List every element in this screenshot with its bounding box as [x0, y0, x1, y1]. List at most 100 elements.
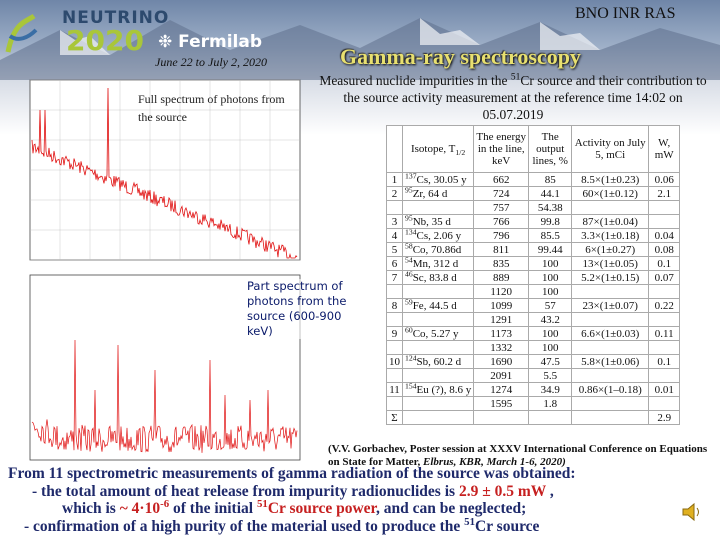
- energy-cell: [473, 410, 530, 425]
- conference-dates: June 22 to July 2, 2020: [155, 55, 267, 69]
- mass-number: 58: [405, 240, 413, 250]
- isotope-cell: [401, 410, 475, 425]
- number-cell: [386, 396, 403, 411]
- number-cell: [386, 312, 403, 327]
- isotope-cell: [401, 396, 475, 411]
- activity-cell: 13×(1±0.05): [571, 256, 650, 271]
- superscript: 51: [510, 72, 521, 83]
- w-cell: [648, 396, 681, 411]
- table-row: 1291 43.2: [386, 312, 681, 327]
- logo-mark: [5, 13, 38, 53]
- isotope-cell: 124Sb, 60.2 d: [401, 353, 475, 369]
- activity-cell: [571, 368, 650, 383]
- mass-number: 54: [405, 254, 413, 264]
- number-cell: 11: [386, 382, 403, 397]
- energy-cell: 766: [473, 214, 530, 229]
- isotope-cell: 137Cs, 30.05 y: [401, 170, 475, 187]
- highlight: ~ 4·10: [119, 500, 161, 517]
- table-row: 2 95Zr, 64 d 724 44.1 60×(1±0.12) 2.1: [386, 184, 681, 201]
- number-cell: [386, 368, 403, 383]
- activity-cell: [571, 410, 650, 425]
- isotope-name: Sb, 60.2 d: [416, 355, 462, 368]
- activity-cell: [571, 284, 650, 299]
- number-cell: 9: [386, 326, 403, 341]
- mass-number: 154: [405, 380, 417, 390]
- table-row: 3 95Nb, 35 d 766 99.8 87×(1±0.04): [386, 213, 681, 229]
- number-cell: Σ: [386, 410, 403, 425]
- text: Elbrus, KBR, March 1-6, 2020): [423, 456, 566, 468]
- isotope-name: Fe, 44.5 d: [412, 299, 457, 312]
- number-cell: [386, 340, 403, 355]
- activity-cell: [571, 312, 650, 327]
- number-cell: 3: [386, 214, 403, 229]
- output-cell: 100: [528, 340, 573, 355]
- plot-label: Part spectrum of photons from the source…: [247, 279, 359, 339]
- output-cell: 43.2: [528, 312, 573, 327]
- output-cell: 47.5: [528, 354, 573, 369]
- text: Isotope, T: [410, 143, 456, 155]
- table-row: 1120 100: [386, 284, 681, 299]
- text: (V.V. Gorbachev, Poster session at XXXV …: [328, 443, 708, 468]
- output-cell: 85.5: [528, 228, 573, 243]
- table-row: 757 54.38: [386, 200, 681, 215]
- mass-number: 134: [405, 226, 417, 236]
- number-cell: 4: [386, 228, 403, 243]
- activity-cell: 3.3×(1±0.18): [571, 228, 650, 243]
- speaker-icon[interactable]: [680, 500, 704, 524]
- isotope-cell: 95Nb, 35 d: [401, 213, 475, 229]
- energy-cell: 1173: [473, 326, 530, 341]
- energy-cell: 889: [473, 270, 530, 285]
- text: - confirmation of a high purity of the m…: [24, 517, 465, 535]
- output-cell: 99.8: [528, 214, 573, 229]
- table-row: 7 46Sc, 83.8 d 889 100 5.2×(1±0.15) 0.07: [386, 268, 681, 285]
- logo-year: 2020: [66, 24, 144, 57]
- mass-number: 137: [405, 170, 417, 180]
- energy-cell: 1099: [473, 298, 530, 313]
- slide-title: Gamma-ray spectroscopy: [340, 44, 581, 69]
- text: , and can be neglected;: [376, 500, 527, 517]
- isotope-cell: [401, 312, 475, 327]
- mass-number: 46: [405, 268, 413, 278]
- table-row: 1332 100: [386, 340, 681, 355]
- subtitle: Measured nuclide impurities in the 51Cr …: [318, 72, 708, 123]
- energy-cell: 811: [473, 242, 530, 257]
- isotope-cell: [401, 200, 475, 215]
- number-cell: 5: [386, 242, 403, 257]
- w-cell: 0.01: [648, 382, 681, 397]
- output-cell: 99.44: [528, 242, 573, 257]
- isotope-name: Cs, 2.06 y: [416, 229, 462, 242]
- w-cell: [648, 312, 681, 327]
- energy-cell: 1332: [473, 340, 530, 355]
- w-cell: 0.1: [648, 256, 681, 271]
- activity-cell: [571, 396, 650, 411]
- conclusion-line: From 11 spectrometric measurements of ga…: [8, 465, 576, 482]
- plot-label: Full spectrum of photons from the source: [138, 92, 285, 124]
- activity-cell: 23×(1±0.07): [571, 298, 650, 313]
- mass-number: 95: [405, 184, 413, 194]
- w-cell: [648, 214, 681, 229]
- isotope-cell: 154Eu (?), 8.6 y: [401, 380, 475, 397]
- number-cell: [386, 284, 403, 299]
- header-cell: The energy in the line, keV: [473, 125, 530, 173]
- table-row: 10 124Sb, 60.2 d 1690 47.5 5.8×(1±0.06) 0.1: [386, 353, 681, 369]
- conclusion-line: - the total amount of heat release from …: [0, 483, 720, 501]
- isotope-name: Eu (?), 8.6 y: [416, 383, 472, 396]
- number-cell: [386, 200, 403, 215]
- text: - the total amount of heat release from …: [32, 482, 459, 500]
- number-cell: 10: [386, 354, 403, 369]
- number-cell: 7: [386, 270, 403, 285]
- output-cell: [528, 410, 573, 425]
- isotope-cell: 54Mn, 312 d: [401, 254, 475, 271]
- w-cell: 0.22: [648, 298, 681, 313]
- superscript: -6: [160, 497, 170, 510]
- energy-cell: 1120: [473, 284, 530, 299]
- isotope-name: Cs, 30.05 y: [416, 173, 467, 186]
- w-cell: [648, 284, 681, 299]
- output-cell: 57: [528, 298, 573, 313]
- text: which is: [62, 500, 120, 517]
- w-cell: [648, 368, 681, 383]
- table-row: Σ 2.9: [386, 410, 681, 425]
- energy-cell: 1595: [473, 396, 530, 411]
- table-row: 2091 5.5: [386, 368, 681, 383]
